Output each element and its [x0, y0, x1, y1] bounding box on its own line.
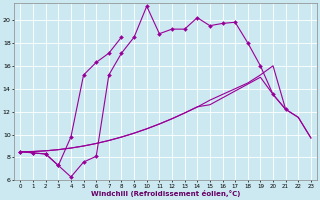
X-axis label: Windchill (Refroidissement éolien,°C): Windchill (Refroidissement éolien,°C) [91, 190, 240, 197]
